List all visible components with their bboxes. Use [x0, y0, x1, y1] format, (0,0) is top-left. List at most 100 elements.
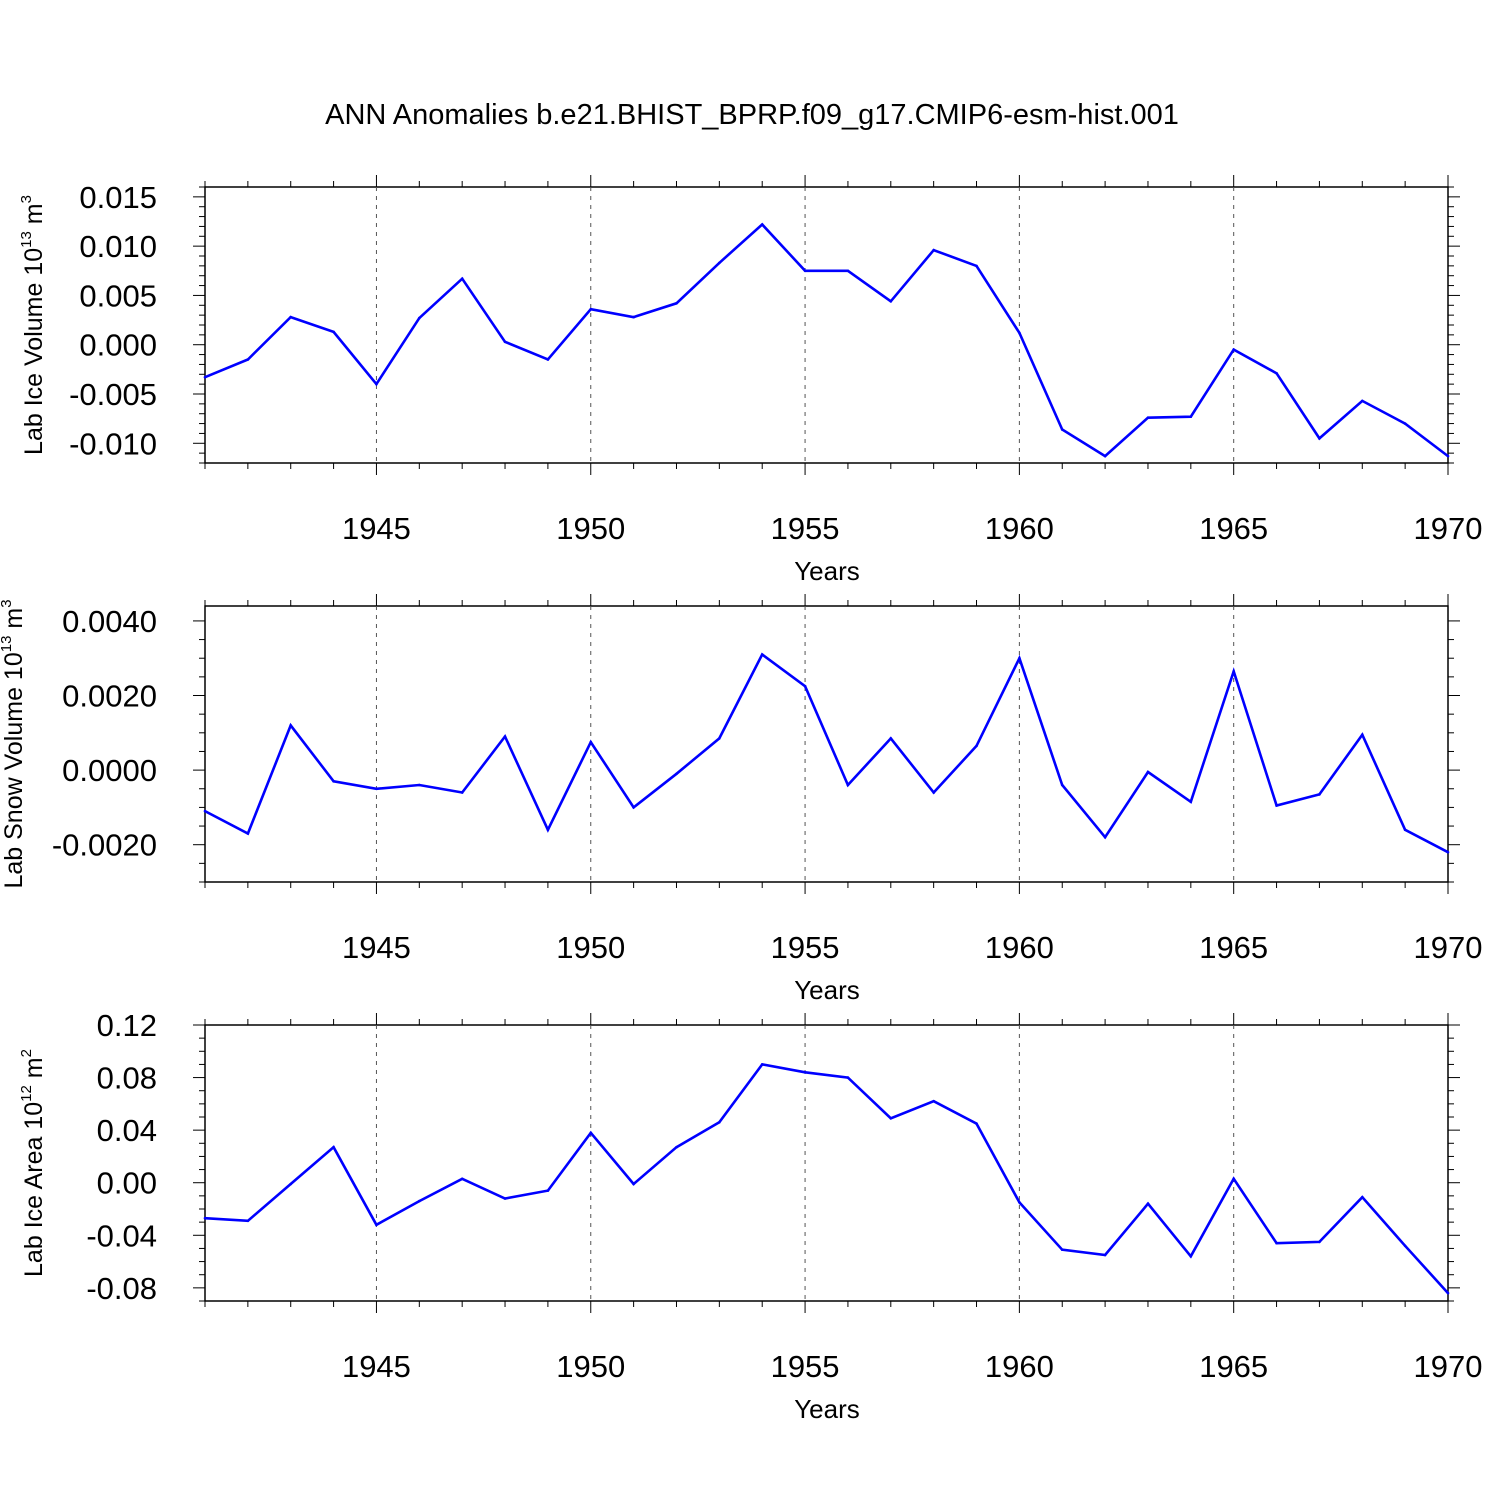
data-point: [1361, 399, 1364, 403]
data-point: [289, 315, 293, 319]
data-point: [1060, 783, 1064, 787]
data-point: [760, 653, 764, 656]
data-point: [932, 1099, 935, 1103]
x-tick-label: 1955: [771, 930, 840, 965]
data-point: [1103, 835, 1107, 839]
x-tick-label: 1970: [1414, 1349, 1483, 1384]
data-point: [889, 737, 893, 740]
data-point: [1446, 1291, 1450, 1295]
data-point: [718, 737, 721, 740]
data-point: [1060, 1248, 1064, 1251]
data-point: [675, 772, 678, 776]
y-tick-label: -0.08: [86, 1271, 157, 1306]
data-point: [675, 302, 678, 305]
x-tick-label: 1960: [985, 511, 1054, 546]
y-tick-label: -0.0020: [52, 828, 157, 863]
plot-frame: [204, 1024, 1449, 1302]
data-point: [1403, 1244, 1407, 1248]
data-point: [1189, 1255, 1193, 1258]
data-point: [375, 1223, 378, 1227]
data-point: [1146, 1202, 1150, 1205]
y-tick-label: 0.015: [79, 180, 157, 215]
series-line: [204, 222, 1449, 458]
data-point: [718, 1121, 721, 1124]
data-point: [418, 316, 421, 320]
data-point: [289, 724, 293, 727]
series-line: [204, 652, 1449, 854]
y-tick-label: -0.010: [69, 426, 157, 461]
data-point: [1018, 331, 1021, 335]
x-axis-label: Years: [794, 975, 860, 1005]
data-point: [975, 1122, 978, 1125]
panel-1: 1945 1950 1955 1960 1965 1970 Years -0.010 -0.00…: [18, 175, 1482, 586]
x-tick-label: 1950: [556, 511, 625, 546]
data-point: [1232, 348, 1235, 351]
panel-2: 1945 1950 1955 1960 1965 1970 Years -0.0020 0.00…: [0, 594, 1482, 1005]
data-point: [203, 809, 207, 813]
y-tick-label: 0.00: [97, 1166, 157, 1201]
data-point: [503, 1197, 507, 1200]
y-tick-label: 0.000: [79, 328, 157, 363]
x-tick-label: 1955: [771, 511, 840, 546]
data-point: [1275, 1241, 1278, 1245]
x-axis-label: Years: [794, 1394, 860, 1424]
data-point: [632, 315, 635, 319]
x-tick-label: 1960: [985, 1349, 1054, 1384]
data-point: [1318, 437, 1321, 440]
data-point: [846, 269, 850, 273]
data-point: [1189, 415, 1193, 419]
data-point: [418, 1199, 421, 1203]
data-point: [546, 828, 550, 832]
data-point: [932, 248, 935, 252]
data-point: [846, 1076, 850, 1079]
data-point: [589, 307, 593, 311]
x-tick-label: 1965: [1199, 930, 1268, 965]
data-point: [289, 1182, 293, 1186]
x-tick-label: 1945: [342, 1349, 411, 1384]
data-point: [503, 340, 507, 344]
data-point: [1403, 422, 1407, 425]
data-point: [503, 735, 507, 738]
x-tick-label: 1950: [556, 1349, 625, 1384]
data-point: [889, 1117, 893, 1120]
plot-frame: [204, 186, 1449, 464]
data-point: [1060, 428, 1064, 431]
data-point: [203, 375, 207, 379]
y-tick-label: 0.0000: [62, 753, 157, 788]
data-point: [889, 300, 893, 303]
data-point: [203, 1216, 207, 1220]
x-tick-label: 1960: [985, 930, 1054, 965]
series-line: [204, 1062, 1449, 1294]
panel-3: 1945 1950 1955 1960 1965 1970 Years -0.08 -0.04 0…: [18, 1008, 1482, 1424]
data-point: [932, 791, 935, 794]
data-point: [1275, 372, 1278, 375]
data-point: [1103, 1253, 1107, 1257]
x-tick-label: 1950: [556, 930, 625, 965]
data-point: [975, 744, 978, 748]
x-tick-label: 1970: [1414, 511, 1483, 546]
data-point: [803, 1071, 807, 1074]
y-tick-label: 0.12: [97, 1008, 157, 1043]
data-point: [460, 1177, 464, 1181]
data-point: [1232, 1177, 1235, 1181]
data-point: [675, 1145, 678, 1149]
data-point: [332, 330, 335, 334]
y-tick-label: 0.0020: [62, 679, 157, 714]
x-tick-label: 1965: [1199, 1349, 1268, 1384]
data-point: [375, 382, 378, 386]
data-point: [1018, 656, 1021, 660]
data-point: [246, 1219, 250, 1223]
data-point: [546, 1189, 550, 1192]
data-point: [332, 1145, 335, 1149]
data-point: [846, 783, 850, 787]
y-tick-label: 0.010: [79, 229, 157, 264]
x-tick-label: 1945: [342, 930, 411, 965]
data-point: [1146, 416, 1150, 420]
data-point: [460, 277, 464, 281]
data-point: [1189, 800, 1193, 804]
data-point: [1361, 1195, 1364, 1199]
y-axis-label: Lab Ice Volume 1013 m3: [18, 195, 48, 455]
data-point: [1275, 804, 1278, 807]
data-point: [246, 832, 250, 835]
